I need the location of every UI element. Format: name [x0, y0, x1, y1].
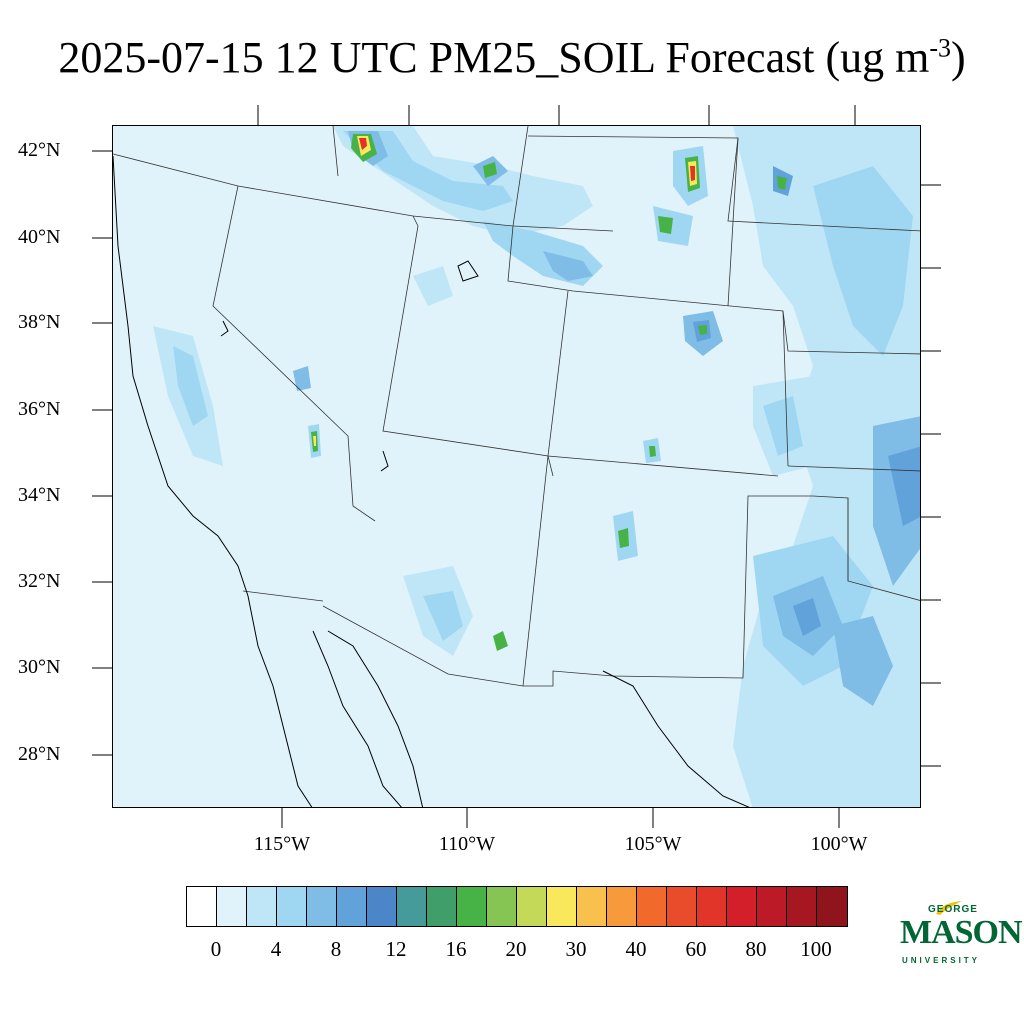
colorbar-cell	[277, 887, 307, 926]
colorbar-cell	[367, 887, 397, 926]
colorbar-label: 100	[800, 937, 832, 961]
map-panel	[112, 125, 921, 808]
colorbar-cell	[757, 887, 787, 926]
coastlines	[113, 155, 750, 807]
colorbar-label: 80	[745, 937, 767, 961]
logo-george: GEORGE	[928, 904, 978, 915]
lat-label-32: 32°N	[18, 570, 61, 592]
colorbar-cell	[667, 887, 697, 926]
colorbar-cell	[427, 887, 457, 926]
colorbar-cell	[307, 887, 337, 926]
lon-label-110: 110°W	[438, 833, 496, 855]
lon-label-115: 115°W	[253, 833, 311, 855]
lat-label-34: 34°N	[18, 484, 61, 506]
colorbar-label: 0	[210, 937, 222, 961]
colorbar-label: 30	[565, 937, 587, 961]
colorbar-cell	[217, 887, 247, 926]
map-field	[113, 126, 920, 807]
flame-icon	[936, 901, 962, 915]
state-boundaries	[113, 126, 920, 687]
colorbar-cell	[787, 887, 817, 926]
map-title: 2025-07-15 12 UTC PM25_SOIL Forecast (ug…	[0, 32, 1024, 83]
colorbar-cell	[337, 887, 367, 926]
lon-label-100: 100°W	[810, 833, 868, 855]
lat-label-36: 36°N	[18, 398, 61, 420]
colorbar-cell	[397, 887, 427, 926]
title-close: )	[951, 33, 966, 82]
colorbar	[186, 886, 848, 927]
colorbar-cell	[547, 887, 577, 926]
colorbar-cell	[577, 887, 607, 926]
colorbar-label: 40	[625, 937, 647, 961]
title-superscript: -3	[929, 33, 951, 63]
colorbar-cell	[517, 887, 547, 926]
colorbar-label: 16	[445, 937, 467, 961]
lat-label-40: 40°N	[18, 226, 61, 248]
concentration-field	[153, 126, 920, 807]
colorbar-cell	[727, 887, 757, 926]
logo-university: UNIVERSITY	[902, 956, 981, 965]
logo-mason: MASON	[900, 914, 1023, 951]
colorbar-cell	[697, 887, 727, 926]
lon-label-105: 105°W	[624, 833, 682, 855]
colorbar-label: 8	[330, 937, 342, 961]
lat-label-42: 42°N	[18, 139, 61, 161]
colorbar-label: 20	[505, 937, 527, 961]
gmu-logo: GEORGE MASON UNIVERSITY	[898, 900, 1023, 970]
colorbar-label: 60	[685, 937, 707, 961]
colorbar-cell	[607, 887, 637, 926]
colorbar-label: 12	[385, 937, 407, 961]
colorbar-cell	[187, 887, 217, 926]
colorbar-label: 4	[270, 937, 282, 961]
colorbar-cell	[247, 887, 277, 926]
lat-label-28: 28°N	[18, 743, 61, 765]
colorbar-cell	[637, 887, 667, 926]
lat-label-30: 30°N	[18, 656, 61, 678]
lat-label-38: 38°N	[18, 311, 61, 333]
colorbar-cell	[817, 887, 847, 926]
title-text: 2025-07-15 12 UTC PM25_SOIL Forecast (ug…	[58, 33, 930, 82]
colorbar-cell	[487, 887, 517, 926]
colorbar-cell	[457, 887, 487, 926]
